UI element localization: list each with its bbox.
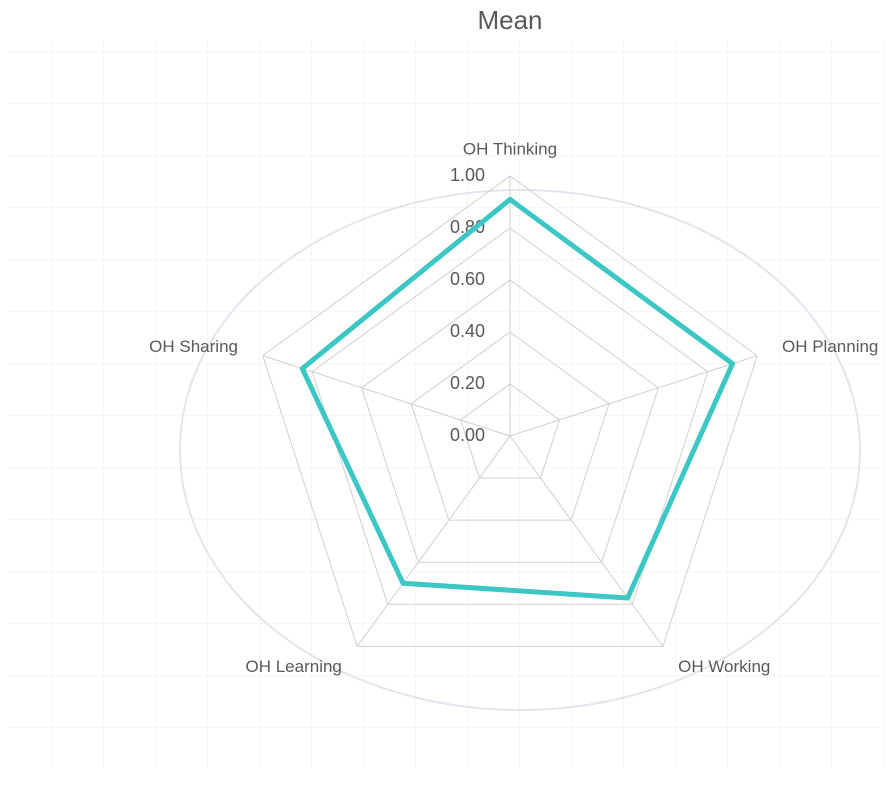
axis-label: OH Planning <box>782 337 878 356</box>
tick-label: 0.20 <box>450 373 485 393</box>
tick-label: 0.60 <box>450 269 485 289</box>
chart: Mean 0.000.200.400.600.801.00OH Thinking… <box>0 0 892 793</box>
tick-label: 0.40 <box>450 321 485 341</box>
axis-label: OH Learning <box>246 657 342 676</box>
chart-title: Mean <box>477 5 542 35</box>
axis-label: OH Thinking <box>463 139 557 158</box>
axis-label: OH Sharing <box>149 337 238 356</box>
tick-label: 1.00 <box>450 165 485 185</box>
tick-label: 0.00 <box>450 425 485 445</box>
axis-label: OH Working <box>678 657 770 676</box>
